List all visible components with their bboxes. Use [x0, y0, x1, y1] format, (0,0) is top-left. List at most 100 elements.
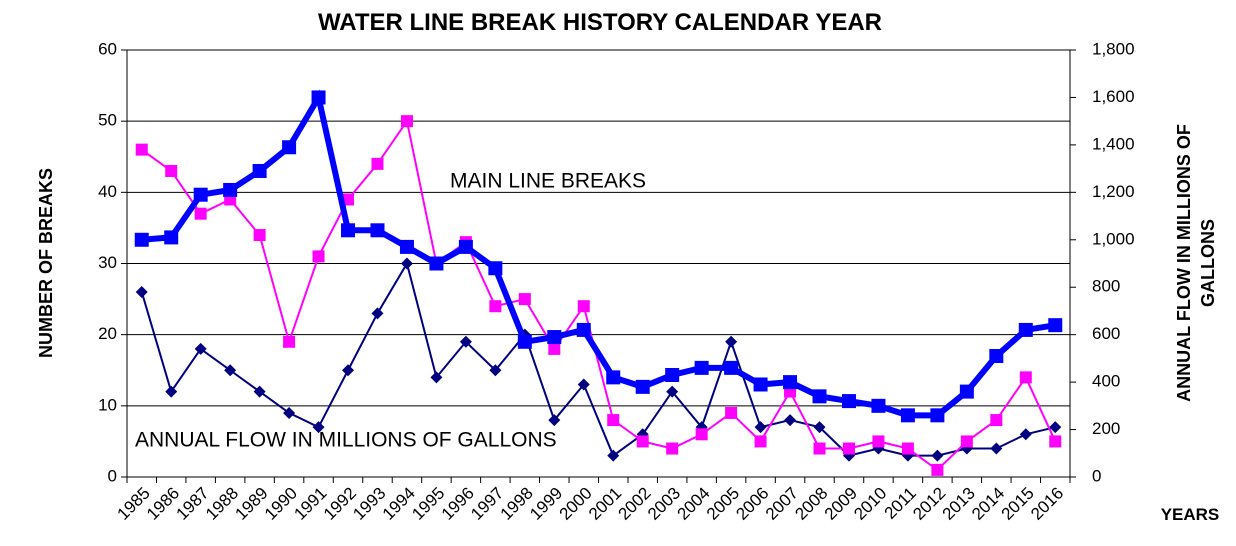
x-tick-label: 2012 — [909, 484, 949, 524]
x-tick-label: 2005 — [703, 484, 743, 524]
x-axis-label: YEARS — [1161, 505, 1220, 524]
x-tick-label: 2013 — [939, 484, 979, 524]
marker — [458, 239, 473, 254]
marker — [1019, 371, 1032, 384]
marker — [1019, 428, 1032, 441]
marker — [577, 300, 590, 313]
marker — [842, 442, 855, 455]
y2-tick-label: 800 — [1092, 277, 1120, 296]
marker — [135, 143, 148, 156]
marker — [548, 414, 561, 427]
marker — [725, 406, 738, 419]
marker — [548, 342, 561, 355]
marker — [135, 285, 148, 298]
marker — [488, 261, 503, 276]
marker — [193, 187, 208, 202]
marker — [517, 334, 532, 349]
y2-tick-label: 1,200 — [1092, 182, 1135, 201]
marker — [194, 342, 207, 355]
marker — [754, 421, 767, 434]
marker — [694, 360, 709, 375]
annotation: ANNUAL FLOW IN MILLIONS OF GALLONS — [135, 429, 557, 452]
x-tick-label: 2009 — [821, 484, 861, 524]
y2-tick-label: 1,000 — [1092, 229, 1135, 248]
x-tick-label: 2014 — [968, 484, 1008, 524]
marker — [282, 140, 297, 155]
marker — [400, 257, 413, 270]
marker — [813, 421, 826, 434]
y2-tick-label: 0 — [1092, 466, 1101, 485]
x-tick-label: 1999 — [526, 484, 566, 524]
marker — [871, 398, 886, 413]
marker — [990, 414, 1003, 427]
y2-tick-label: 1,600 — [1092, 87, 1135, 106]
x-tick-label: 1996 — [438, 484, 478, 524]
marker — [872, 435, 885, 448]
marker — [164, 230, 179, 245]
marker — [370, 223, 385, 238]
marker — [959, 384, 974, 399]
y2-tick-label: 200 — [1092, 419, 1120, 438]
x-tick-label: 2003 — [644, 484, 684, 524]
x-tick-label: 2006 — [732, 484, 772, 524]
x-tick-label: 2007 — [762, 484, 802, 524]
marker — [931, 463, 944, 476]
marker — [165, 385, 178, 398]
marker — [342, 364, 355, 377]
marker — [223, 182, 238, 197]
y2-axis-label: GALLONS — [1198, 219, 1218, 307]
annotation: MAIN LINE BREAKS — [450, 170, 646, 193]
x-tick-label: 1997 — [467, 484, 507, 524]
marker — [783, 375, 798, 390]
marker — [636, 435, 649, 448]
marker — [784, 414, 797, 427]
marker — [841, 394, 856, 409]
x-tick-label: 1993 — [349, 484, 389, 524]
marker — [577, 378, 590, 391]
marker — [989, 349, 1004, 364]
x-tick-label: 1991 — [290, 484, 330, 524]
marker — [489, 300, 502, 313]
x-tick-label: 2008 — [791, 484, 831, 524]
y-tick-label: 30 — [98, 253, 117, 272]
marker — [576, 322, 591, 337]
marker — [812, 389, 827, 404]
marker — [429, 256, 444, 271]
y-axis-label: NUMBER OF BREAKS — [36, 168, 56, 358]
y-tick-label: 60 — [98, 39, 117, 58]
marker — [960, 435, 973, 448]
marker — [399, 239, 414, 254]
y-tick-label: 10 — [98, 395, 117, 414]
marker — [990, 442, 1003, 455]
x-tick-label: 2011 — [881, 484, 920, 523]
marker — [312, 421, 325, 434]
marker — [1049, 435, 1062, 448]
marker — [253, 229, 266, 242]
series-line — [141, 89, 1056, 419]
x-tick-label: 1990 — [261, 484, 301, 524]
marker — [252, 163, 267, 178]
marker — [459, 335, 472, 348]
x-tick-label: 1989 — [231, 484, 271, 524]
marker — [1048, 318, 1063, 333]
y2-tick-label: 1,400 — [1092, 134, 1135, 153]
marker — [813, 442, 826, 455]
marker — [430, 371, 443, 384]
x-tick-label: 1998 — [497, 484, 537, 524]
marker — [665, 367, 680, 382]
marker — [253, 385, 266, 398]
chart-title: WATER LINE BREAK HISTORY CALENDAR YEAR — [318, 9, 882, 36]
y2-tick-label: 400 — [1092, 372, 1120, 391]
x-tick-label: 2016 — [1027, 484, 1067, 524]
y-tick-label: 20 — [98, 324, 117, 343]
marker — [489, 364, 502, 377]
marker — [931, 449, 944, 462]
x-tick-label: 2002 — [615, 484, 655, 524]
marker — [635, 379, 650, 394]
marker — [134, 232, 149, 247]
marker — [1049, 421, 1062, 434]
marker — [724, 360, 739, 375]
x-tick-label: 1986 — [143, 484, 183, 524]
marker — [607, 449, 620, 462]
y-tick-label: 40 — [98, 182, 117, 201]
